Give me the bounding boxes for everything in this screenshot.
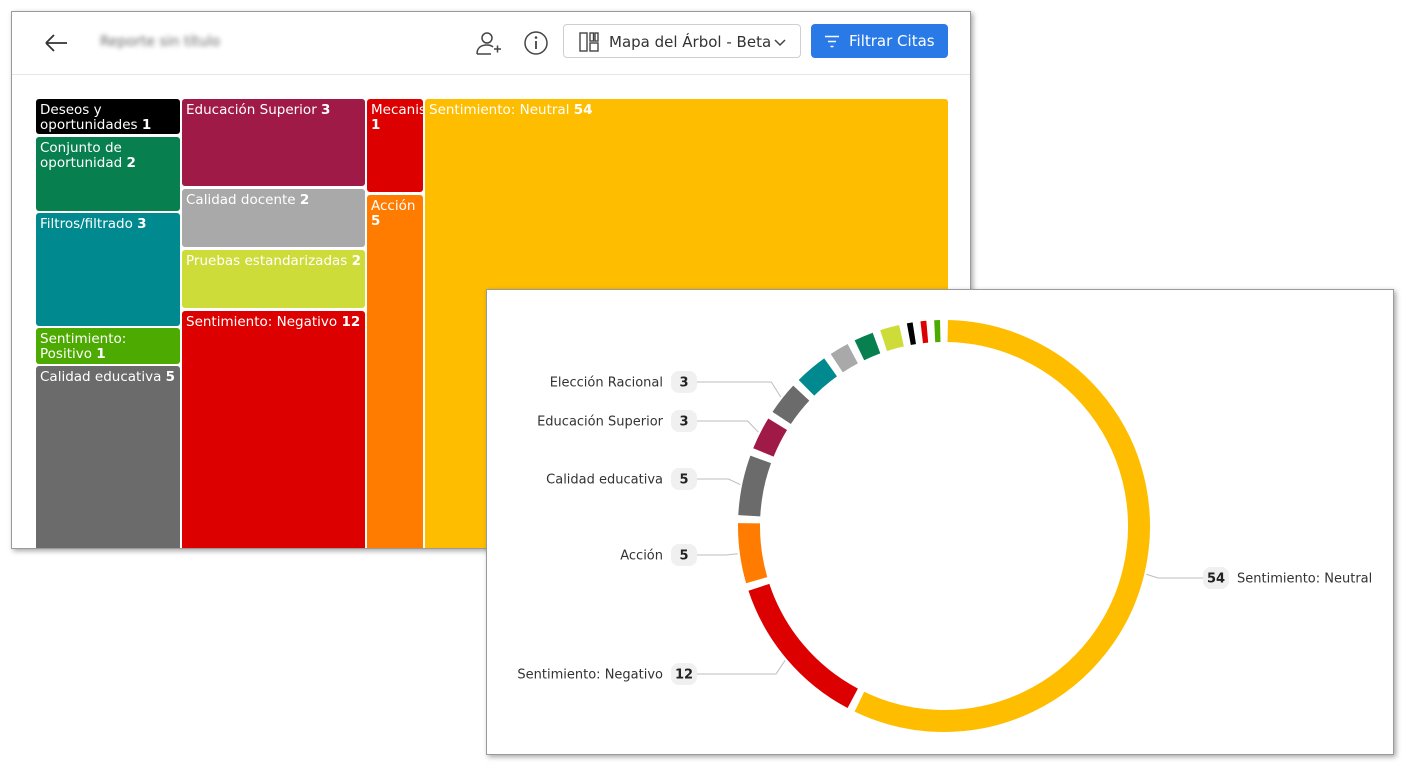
value-badge bbox=[671, 468, 697, 490]
donut-segment[interactable] bbox=[920, 320, 929, 344]
treemap-tile-calidad-docente[interactable]: Calidad docente 2 bbox=[182, 189, 365, 247]
donut-chart-panel: 54 Sentimiento: Neutral 12 Sentimiento: Neg… bbox=[486, 289, 1394, 755]
tile-label: Sentimiento: Neutral bbox=[429, 102, 570, 118]
arrow-left-icon[interactable] bbox=[42, 32, 70, 54]
treemap-tile-filtros[interactable]: Filtros/filtrado 3 bbox=[36, 213, 180, 326]
tile-value: 1 bbox=[371, 117, 381, 133]
tile-value: 3 bbox=[321, 102, 331, 118]
label-leader-line bbox=[697, 553, 738, 556]
value-badge bbox=[671, 544, 697, 566]
tile-label: Sentimiento: Negativo bbox=[186, 314, 338, 330]
donut-chart: 54 Sentimiento: Neutral 12 Sentimiento: Neg… bbox=[517, 320, 1372, 732]
treemap-tile-negativo[interactable]: Sentimiento: Negativo 12 bbox=[182, 311, 365, 548]
donut-segment[interactable] bbox=[854, 320, 1150, 732]
donut-segment[interactable] bbox=[738, 523, 768, 584]
label-leader-line bbox=[1146, 573, 1203, 579]
value-badge bbox=[671, 371, 697, 393]
add-user-icon[interactable] bbox=[474, 29, 502, 57]
treemap-tile-educacion-superior[interactable]: Educación Superior 3 bbox=[182, 99, 365, 186]
tile-value: 2 bbox=[126, 155, 136, 171]
segment-value-label: 54 bbox=[1207, 572, 1225, 587]
tile-value: 5 bbox=[165, 369, 176, 385]
tile-value: 2 bbox=[299, 192, 310, 208]
tile-label: Deseos y oportunidades bbox=[40, 102, 138, 133]
tile-value: 2 bbox=[351, 253, 362, 269]
tile-label: Mecanis bbox=[371, 102, 423, 118]
treemap-tile-calidad-educativa[interactable]: Calidad educativa 5 bbox=[36, 366, 180, 548]
label-leader-line bbox=[697, 420, 759, 433]
filter-icon bbox=[825, 35, 839, 48]
value-badge bbox=[671, 663, 697, 685]
segment-value-label: 12 bbox=[675, 668, 693, 683]
tile-value: 1 bbox=[96, 346, 106, 362]
segment-name-label: Sentimiento: Negativo bbox=[517, 668, 663, 683]
tile-label: Acción bbox=[371, 198, 416, 214]
treemap-tile-conjunto[interactable]: Conjunto de oportunidad 2 bbox=[36, 137, 180, 211]
segment-value-label: 5 bbox=[679, 549, 688, 564]
tile-value: 5 bbox=[371, 213, 381, 229]
donut-segment[interactable] bbox=[738, 455, 772, 517]
report-title[interactable]: Reporte sin título bbox=[100, 34, 221, 50]
chevron-down-icon bbox=[774, 39, 786, 47]
segment-name-label: Acción bbox=[620, 549, 663, 564]
treemap-tile-deseos[interactable]: Deseos y oportunidades 1 bbox=[36, 99, 180, 134]
filter-quotes-button[interactable]: Filtrar Citas bbox=[811, 24, 948, 58]
tile-value: 3 bbox=[137, 216, 147, 232]
segment-name-label: Calidad educativa bbox=[546, 473, 663, 488]
label-leader-line bbox=[697, 660, 786, 675]
tile-value: 12 bbox=[341, 314, 361, 330]
label-leader-line bbox=[697, 381, 782, 398]
segment-name-label: Elección Racional bbox=[550, 376, 663, 391]
donut-segment[interactable] bbox=[880, 324, 905, 352]
donut-segment[interactable] bbox=[772, 385, 810, 425]
tile-label: Filtros/filtrado bbox=[40, 216, 133, 232]
tile-label: Conjunto de oportunidad bbox=[40, 140, 123, 171]
tile-label: Educación Superior bbox=[186, 102, 317, 118]
donut-segment[interactable] bbox=[854, 332, 881, 361]
tile-label: Sentimiento: Positivo bbox=[40, 331, 127, 362]
top-toolbar: Reporte sin título Mapa del Árbol - Beta bbox=[12, 12, 970, 75]
treemap-tile-positivo[interactable]: Sentimiento: Positivo 1 bbox=[36, 328, 180, 364]
value-badge bbox=[1203, 567, 1229, 589]
donut-segment[interactable] bbox=[798, 358, 838, 396]
treemap-grid-icon bbox=[579, 32, 599, 52]
donut-segment[interactable] bbox=[906, 322, 917, 346]
treemap-tile-accion[interactable]: Acción 5 bbox=[367, 195, 423, 548]
tile-label: Pruebas estandarizadas bbox=[186, 253, 348, 269]
label-leader-line bbox=[697, 478, 741, 486]
segment-name-label: Educación Superior bbox=[537, 415, 664, 430]
segment-value-label: 3 bbox=[679, 376, 688, 391]
tile-label: Calidad docente bbox=[186, 192, 296, 208]
segment-value-label: 5 bbox=[679, 473, 688, 488]
filter-quotes-label: Filtrar Citas bbox=[849, 32, 935, 50]
info-icon[interactable] bbox=[522, 29, 550, 57]
treemap-tile-pruebas[interactable]: Pruebas estandarizadas 2 bbox=[182, 250, 365, 308]
tile-value: 1 bbox=[141, 117, 152, 133]
view-type-select[interactable]: Mapa del Árbol - Beta bbox=[563, 24, 801, 58]
donut-segment[interactable] bbox=[753, 418, 788, 457]
view-type-label: Mapa del Árbol - Beta bbox=[609, 33, 772, 51]
value-badge bbox=[671, 410, 697, 432]
tile-label: Calidad educativa bbox=[40, 369, 162, 385]
segment-name-label: Sentimiento: Neutral bbox=[1237, 572, 1372, 587]
segment-value-label: 3 bbox=[679, 415, 688, 430]
tile-value: 54 bbox=[573, 102, 593, 118]
treemap-tile-mecanis[interactable]: Mecanis 1 bbox=[367, 99, 423, 192]
donut-segment[interactable] bbox=[748, 583, 859, 709]
donut-segment[interactable] bbox=[830, 343, 858, 373]
